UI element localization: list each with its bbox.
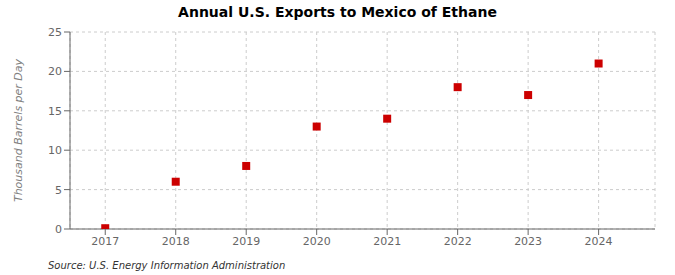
html-text:Source: U.S. Energy Informatio: Source: U.S. Energy Information Administ…: [48, 260, 286, 271]
svg-text:10: 10: [48, 144, 62, 157]
svg-text:2019: 2019: [232, 235, 260, 248]
svg-text:25: 25: [48, 26, 62, 39]
html-text:Annual U.S. Exports to Mexico: Annual U.S. Exports to Mexico of Ethane: [178, 4, 497, 20]
svg-text:15: 15: [48, 105, 62, 118]
svg-text:Thousand Barrels per Day: Thousand Barrels per Day: [12, 58, 25, 202]
svg-text:2018: 2018: [162, 235, 190, 248]
svg-text:0: 0: [55, 223, 62, 236]
svg-text:2020: 2020: [303, 235, 331, 248]
svg-text:2017: 2017: [91, 235, 119, 248]
svg-text:5: 5: [55, 184, 62, 197]
svg-text:2024: 2024: [585, 235, 613, 248]
svg-text:2022: 2022: [444, 235, 472, 248]
svg-text:2023: 2023: [514, 235, 542, 248]
svg-text:20: 20: [48, 65, 62, 78]
svg-text:2021: 2021: [373, 235, 401, 248]
